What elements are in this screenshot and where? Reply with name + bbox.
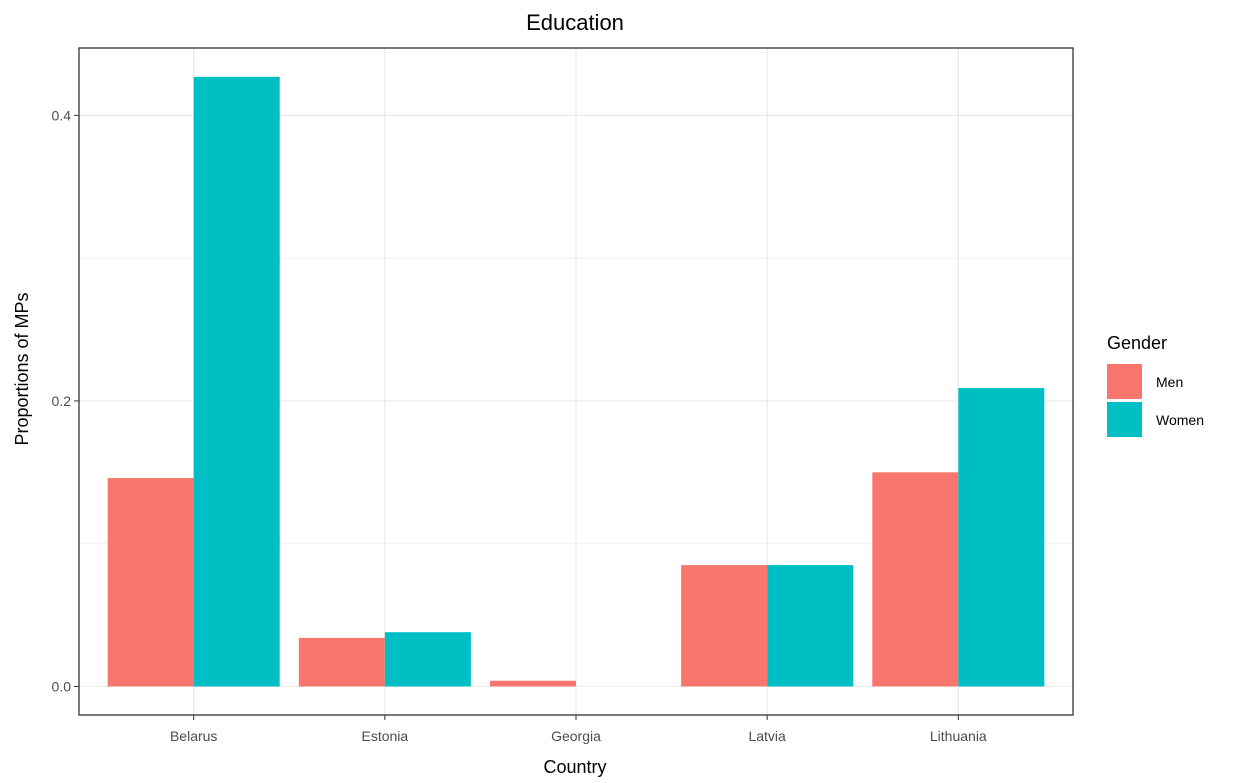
bar-men-belarus <box>107 478 194 687</box>
y-axis-title: Proportions of MPs <box>12 292 32 445</box>
legend-label-women: Women <box>1156 412 1204 428</box>
legend-title: Gender <box>1107 333 1167 353</box>
chart-title: Education <box>526 10 624 35</box>
legend-key-men <box>1107 364 1142 399</box>
x-axis-title: Country <box>543 757 606 777</box>
x-tick-label: Belarus <box>170 728 217 744</box>
legend: Gender Men Women <box>1107 333 1204 437</box>
bar-men-georgia <box>489 680 576 687</box>
bar-men-lithuania <box>872 472 959 687</box>
bar-women-latvia <box>767 565 854 687</box>
x-tick-label: Estonia <box>361 728 408 744</box>
legend-label-men: Men <box>1156 374 1183 390</box>
bar-women-estonia <box>384 632 471 687</box>
legend-key-women <box>1107 402 1142 437</box>
y-tick-label: 0.2 <box>52 393 72 409</box>
bar-women-lithuania <box>958 388 1045 687</box>
bar-men-latvia <box>681 565 768 687</box>
x-tick-label: Georgia <box>551 728 601 744</box>
x-tick-label: Latvia <box>748 728 786 744</box>
bar-women-belarus <box>193 76 280 687</box>
bar-men-estonia <box>298 637 385 687</box>
plot-area: 0.0 0.2 0.4 Belarus Estonia Georgia Latvia Lith… <box>52 47 1074 744</box>
x-tick-label: Lithuania <box>930 728 987 744</box>
y-tick-label: 0.0 <box>52 678 72 694</box>
y-tick-label: 0.4 <box>52 107 72 123</box>
